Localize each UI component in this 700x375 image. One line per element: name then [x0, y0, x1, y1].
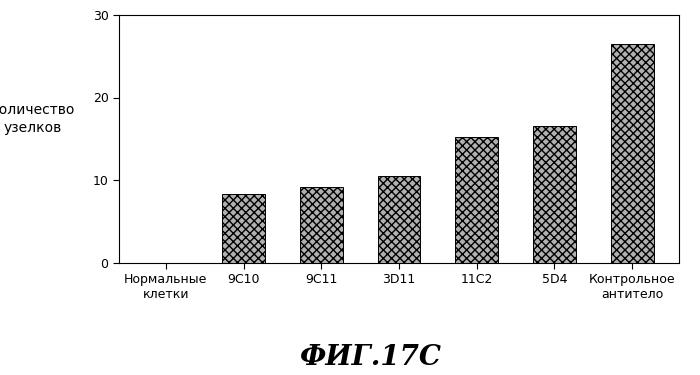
Bar	[611, 44, 654, 262]
Bar	[533, 126, 576, 262]
Bar	[377, 176, 421, 262]
Bar	[222, 194, 265, 262]
Text: ФИГ.17C: ФИГ.17C	[300, 344, 442, 371]
Text: Количество
узелков: Количество узелков	[0, 103, 75, 135]
Bar	[300, 188, 343, 262]
Bar	[455, 137, 498, 262]
